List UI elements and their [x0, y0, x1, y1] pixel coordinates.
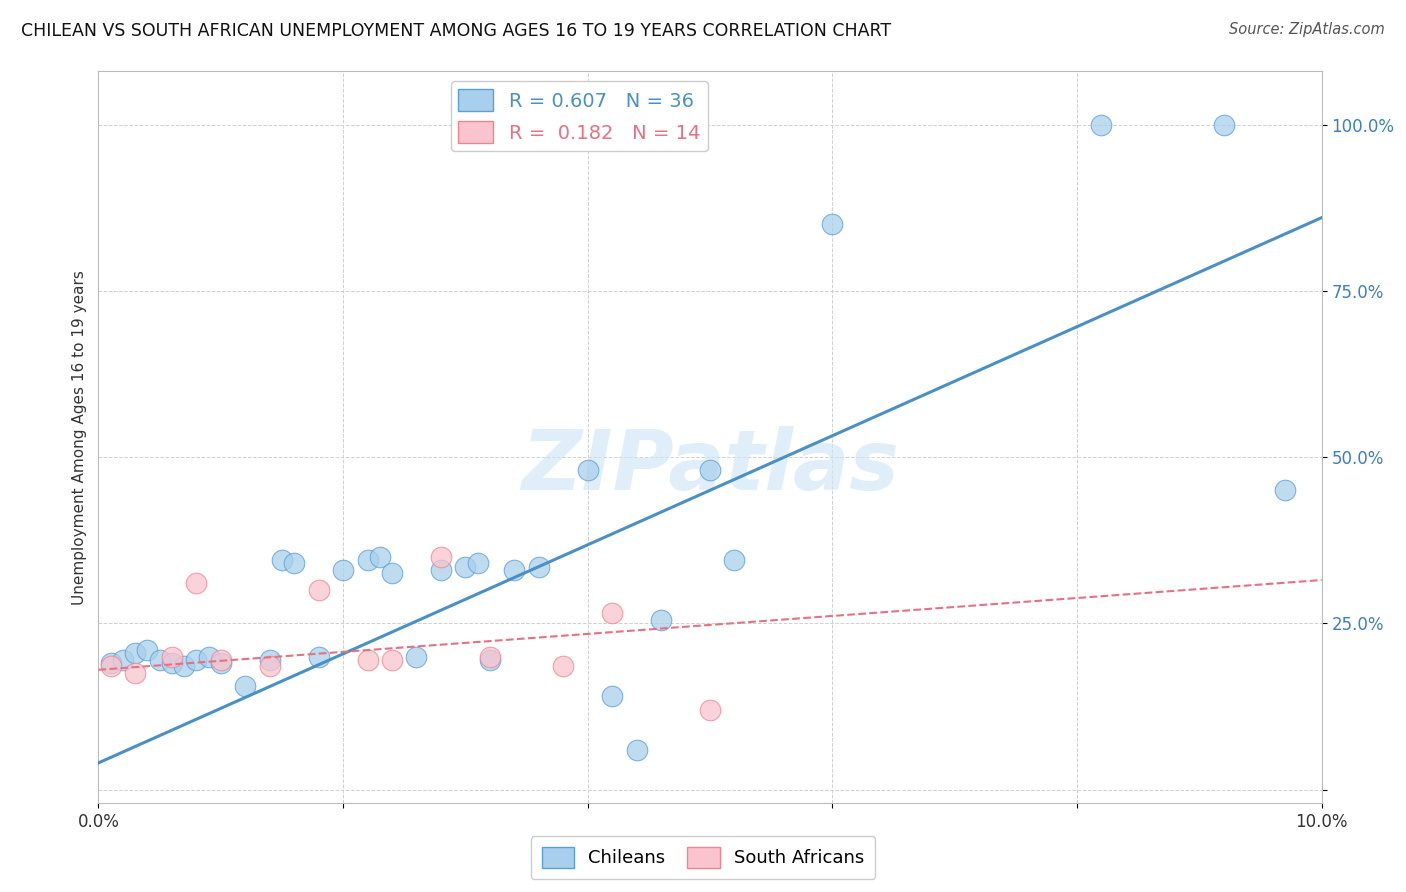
- Point: [626, 742, 648, 756]
- Point: [821, 217, 844, 231]
- Point: [405, 649, 427, 664]
- Point: [233, 680, 256, 694]
- Legend: R = 0.607   N = 36, R =  0.182   N = 14: R = 0.607 N = 36, R = 0.182 N = 14: [451, 81, 709, 152]
- Point: [650, 613, 672, 627]
- Text: Source: ZipAtlas.com: Source: ZipAtlas.com: [1229, 22, 1385, 37]
- Point: [100, 656, 122, 670]
- Point: [699, 703, 721, 717]
- Point: [430, 549, 453, 564]
- Point: [197, 649, 219, 664]
- Point: [332, 563, 354, 577]
- Point: [308, 649, 330, 664]
- Point: [111, 653, 134, 667]
- Point: [553, 659, 575, 673]
- Point: [699, 463, 721, 477]
- Point: [1090, 118, 1112, 132]
- Point: [527, 559, 550, 574]
- Point: [356, 653, 378, 667]
- Y-axis label: Unemployment Among Ages 16 to 19 years: Unemployment Among Ages 16 to 19 years: [72, 269, 87, 605]
- Point: [1212, 118, 1234, 132]
- Point: [160, 656, 183, 670]
- Point: [270, 553, 292, 567]
- Point: [100, 659, 122, 673]
- Text: CHILEAN VS SOUTH AFRICAN UNEMPLOYMENT AMONG AGES 16 TO 19 YEARS CORRELATION CHAR: CHILEAN VS SOUTH AFRICAN UNEMPLOYMENT AM…: [21, 22, 891, 40]
- Point: [149, 653, 172, 667]
- Point: [209, 653, 232, 667]
- Text: ZIPatlas: ZIPatlas: [522, 425, 898, 507]
- Point: [381, 566, 404, 581]
- Point: [467, 557, 489, 571]
- Point: [283, 557, 305, 571]
- Point: [209, 656, 232, 670]
- Point: [160, 649, 183, 664]
- Point: [186, 653, 208, 667]
- Point: [478, 649, 501, 664]
- Point: [173, 659, 195, 673]
- Legend: Chileans, South Africans: Chileans, South Africans: [530, 836, 876, 879]
- Point: [503, 563, 526, 577]
- Point: [430, 563, 453, 577]
- Point: [381, 653, 404, 667]
- Point: [259, 653, 281, 667]
- Point: [576, 463, 599, 477]
- Point: [1274, 483, 1296, 498]
- Point: [356, 553, 378, 567]
- Point: [124, 646, 146, 660]
- Point: [308, 582, 330, 597]
- Point: [186, 576, 208, 591]
- Point: [368, 549, 391, 564]
- Point: [600, 607, 623, 621]
- Point: [478, 653, 501, 667]
- Point: [723, 553, 745, 567]
- Point: [454, 559, 477, 574]
- Point: [600, 690, 623, 704]
- Point: [136, 643, 159, 657]
- Point: [124, 666, 146, 681]
- Point: [259, 659, 281, 673]
